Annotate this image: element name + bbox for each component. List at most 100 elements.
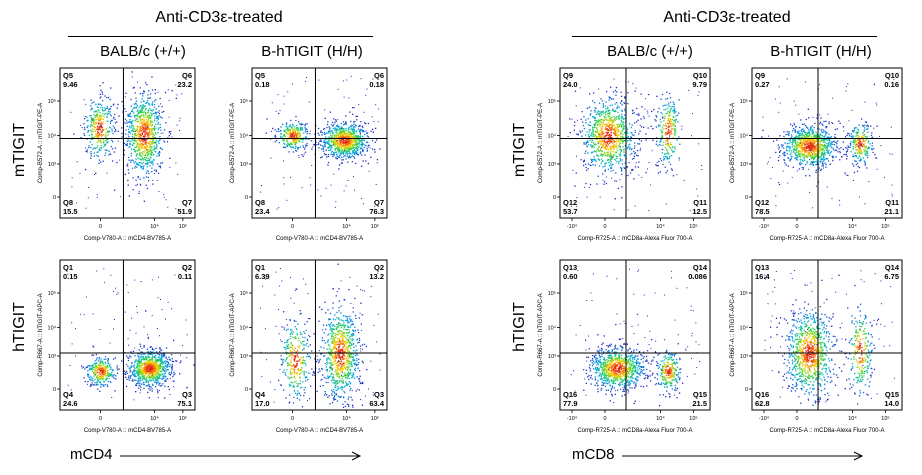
quadrant-percent: 9.79: [692, 80, 707, 89]
y-tick-label: 10³: [548, 162, 556, 168]
quadrant-id: Q16: [563, 390, 577, 399]
y-axis-label: Comp-R667-A :: hTIGIT-APC-A: [538, 293, 544, 376]
quadrant-percent: 24.0: [563, 80, 578, 89]
plot-frame: [59, 259, 196, 411]
x-tick-label: -10⁴: [567, 415, 578, 422]
y-tick-label: 10⁴: [548, 325, 557, 332]
quadrant-percent: 21.5: [692, 399, 707, 408]
x-tick-label: 0: [99, 416, 102, 422]
quadrant-percent: 75.1: [177, 399, 192, 408]
quadrant-percent: 24.6: [63, 399, 78, 408]
x-tick-label: 10⁵: [179, 223, 187, 230]
y-tick-label: 10⁵: [548, 290, 556, 297]
quadrant-percent: 9.46: [63, 80, 78, 89]
y-tick-label: 10³: [48, 354, 56, 360]
y-tick-label: 0: [245, 195, 248, 201]
y-tick-label: 10³: [740, 354, 748, 360]
quadrant-percent: 21.1: [884, 207, 899, 216]
group-2-title-underline: [572, 36, 877, 37]
quadrant-id: Q1: [255, 263, 265, 272]
quadrant-percent: 63.4: [369, 399, 384, 408]
quadrant-id: Q9: [563, 71, 573, 80]
x-axis-label: Comp-V780-A :: mCD4-BV785-A: [276, 236, 363, 242]
quadrant-percent: 77.9: [563, 399, 578, 408]
y-tick-label: 10⁵: [240, 98, 248, 105]
quadrant-id: Q11: [885, 198, 899, 207]
quadrant-percent: 0.18: [369, 80, 384, 89]
quadrant-id: Q15: [885, 390, 899, 399]
quadrant-id: Q11: [693, 198, 707, 207]
y-tick-label: 0: [553, 387, 556, 393]
y-axis-label: Comp-R667-A :: hTIGIT-APC-A: [730, 293, 736, 376]
quadrant-percent: 76.3: [369, 207, 384, 216]
quadrant-percent: 0.18: [255, 80, 270, 89]
dot-cloud: [70, 71, 184, 210]
x-tick-label: 0: [603, 416, 606, 422]
quadrant-id: Q5: [63, 71, 73, 80]
x-axis-label: Comp-V780-A :: mCD4-BV785-A: [84, 236, 171, 242]
y-tick-label: 0: [745, 387, 748, 393]
y-tick-label: 10⁴: [48, 133, 57, 140]
x-tick-label: 10⁵: [689, 415, 697, 422]
quadrant-id: Q4: [255, 390, 266, 399]
x-tick-label: 10⁴: [150, 223, 159, 230]
y-tick-label: 10⁵: [740, 290, 748, 297]
y-tick-label: 10⁵: [48, 98, 56, 105]
quadrant-id: Q13: [755, 263, 769, 272]
group-1-x-marker-arrow: [120, 451, 362, 461]
group-2-row-label-htigit: hTIGIT: [511, 302, 528, 352]
quadrant-id: Q16: [755, 390, 769, 399]
group-1-row-label-mtigit: mTIGIT: [11, 122, 28, 178]
group-1-row-label-htigit: hTIGIT: [11, 302, 28, 352]
quadrant-id: Q5: [255, 71, 265, 80]
quadrant-percent: 53.7: [563, 207, 578, 216]
group-2-x-marker-arrow: [622, 451, 864, 461]
quadrant-id: Q2: [182, 263, 192, 272]
quadrant-percent: 0.16: [884, 80, 899, 89]
quadrant-id: Q3: [182, 390, 192, 399]
group-2-x-marker-label: mCD8: [572, 446, 615, 463]
group-1-title-underline: [68, 36, 373, 37]
x-tick-label: 10⁵: [881, 415, 889, 422]
quadrant-percent: 51.9: [177, 207, 192, 216]
quadrant-id: Q7: [182, 198, 192, 207]
y-tick-label: 10⁴: [240, 325, 249, 332]
group-1-title: Anti-CD3ε-treated: [155, 9, 283, 26]
y-tick-label: 10⁴: [48, 325, 57, 332]
quadrant-id: Q8: [63, 198, 73, 207]
y-tick-label: 10³: [740, 162, 748, 168]
group-2-strain-2: B-hTIGIT (H/H): [770, 43, 872, 60]
y-tick-label: 10³: [240, 354, 248, 360]
quadrant-id: Q1: [63, 263, 73, 272]
x-axis-label: Comp-R725-A :: mCD8a-Alexa Fluor 700-A: [577, 428, 692, 434]
group-2-title: Anti-CD3ε-treated: [663, 9, 791, 26]
x-tick-label: 10⁴: [656, 223, 665, 230]
dot-cloud: [260, 75, 381, 210]
y-tick-label: 10⁵: [48, 290, 56, 297]
quadrant-id: Q10: [885, 71, 899, 80]
y-tick-label: 0: [53, 195, 56, 201]
x-tick-label: 0: [99, 224, 102, 230]
x-tick-label: 10⁵: [179, 415, 187, 422]
quadrant-id: Q14: [885, 263, 900, 272]
quadrant-percent: 78.5: [755, 207, 770, 216]
x-tick-label: 10⁴: [848, 223, 857, 230]
quadrant-percent: 17.0: [255, 399, 270, 408]
quadrant-percent: 16.4: [755, 272, 770, 281]
y-tick-label: 10⁵: [740, 98, 748, 105]
quadrant-percent: 6.39: [255, 272, 270, 281]
x-tick-label: 10⁵: [371, 223, 379, 230]
x-axis-label: Comp-R725-A :: mCD8a-Alexa Fluor 700-A: [577, 236, 692, 242]
y-tick-label: 0: [745, 195, 748, 201]
y-tick-label: 10³: [548, 354, 556, 360]
y-axis-label: Comp-B572-A :: mTIGIT-PE-A: [538, 103, 544, 183]
x-tick-label: 10⁵: [881, 223, 889, 230]
x-tick-label: 0: [291, 224, 294, 230]
plot-frame: [751, 259, 903, 411]
y-axis-label: Comp-B572-A :: mTIGIT-PE-A: [38, 103, 44, 183]
x-axis-label: Comp-V780-A :: mCD4-BV785-A: [84, 428, 171, 434]
dot-cloud: [260, 263, 381, 408]
